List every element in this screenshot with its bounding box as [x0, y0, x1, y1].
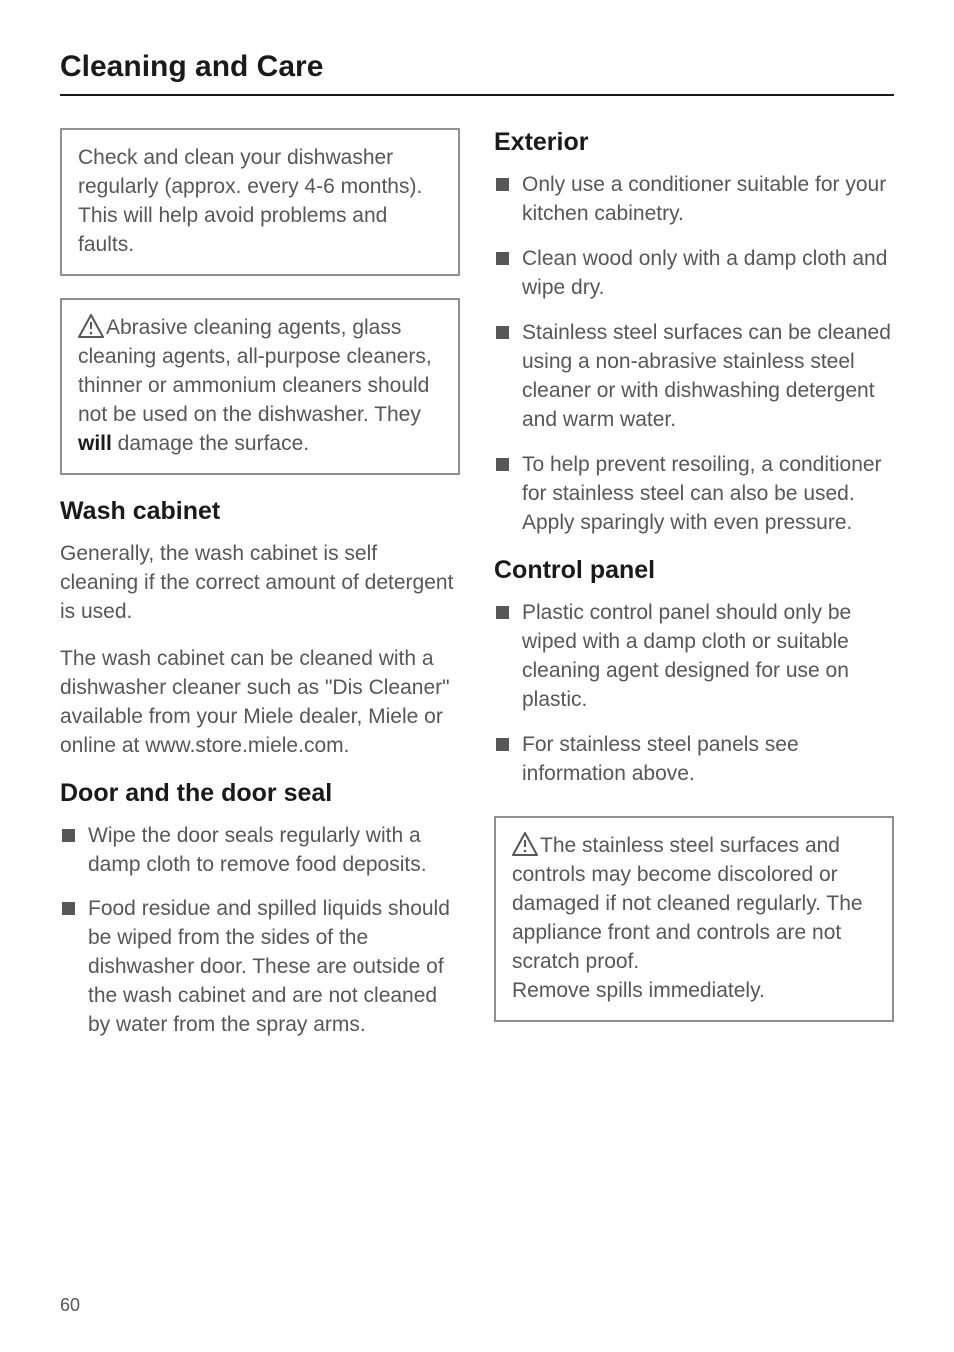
list-item: Clean wood only with a damp cloth and wi… — [494, 245, 894, 303]
wash-cabinet-heading: Wash cabinet — [60, 497, 460, 526]
callout-text-post: damage the surface. — [112, 432, 309, 455]
page-number: 60 — [60, 1295, 80, 1316]
control-panel-list: Plastic control panel should only be wip… — [494, 599, 894, 789]
wash-cabinet-para-2: The wash cabinet can be cleaned with a d… — [60, 645, 460, 761]
callout-check-clean: Check and clean your dishwasher regularl… — [60, 128, 460, 276]
exterior-heading: Exterior — [494, 128, 894, 157]
wash-cabinet-para-1: Generally, the wash cabinet is self clea… — [60, 540, 460, 627]
callout-abrasive-warning: Abrasive cleaning agents, glass cleaning… — [60, 298, 460, 475]
callout-text-line2: Remove spills immediately. — [512, 979, 765, 1002]
right-column: Exterior Only use a conditioner suitable… — [494, 128, 894, 1058]
callout-text-pre: Abrasive cleaning agents, glass cleaning… — [78, 316, 432, 426]
list-item: To help prevent resoiling, a conditioner… — [494, 451, 894, 538]
callout-stainless-warning: The stainless steel surfaces and control… — [494, 816, 894, 1022]
list-item: Wipe the door seals regularly with a dam… — [60, 822, 460, 880]
list-item: Stainless steel surfaces can be cleaned … — [494, 319, 894, 435]
control-panel-heading: Control panel — [494, 556, 894, 585]
list-item: Only use a conditioner suitable for your… — [494, 171, 894, 229]
list-item: Food residue and spilled liquids should … — [60, 895, 460, 1040]
warning-icon — [512, 832, 538, 861]
door-seal-heading: Door and the door seal — [60, 779, 460, 808]
door-seal-list: Wipe the door seals regularly with a dam… — [60, 822, 460, 1041]
left-column: Check and clean your dishwasher regularl… — [60, 128, 460, 1058]
callout-text: Check and clean your dishwasher regularl… — [78, 146, 422, 256]
list-item: Plastic control panel should only be wip… — [494, 599, 894, 715]
two-column-layout: Check and clean your dishwasher regularl… — [60, 128, 894, 1058]
callout-text-bold: will — [78, 432, 112, 455]
callout-text: The stainless steel surfaces and control… — [512, 835, 863, 974]
list-item: For stainless steel panels see informati… — [494, 731, 894, 789]
page-title: Cleaning and Care — [60, 50, 894, 96]
exterior-list: Only use a conditioner suitable for your… — [494, 171, 894, 538]
warning-icon — [78, 314, 104, 343]
